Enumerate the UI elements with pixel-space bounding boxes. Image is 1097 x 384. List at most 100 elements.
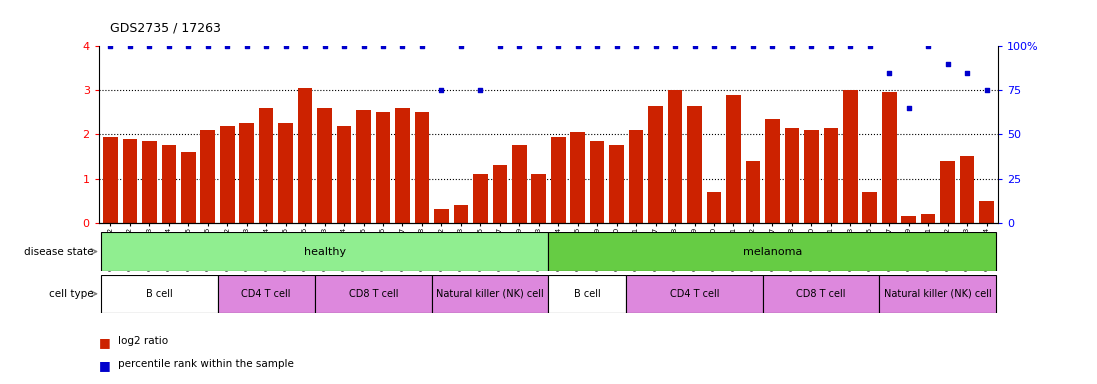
Bar: [842, 90, 858, 223]
Bar: [609, 146, 624, 223]
Point: [783, 43, 801, 49]
Bar: [626, 275, 762, 313]
Point: [627, 43, 645, 49]
Point: [510, 43, 528, 49]
Point: [881, 70, 898, 76]
Point: [491, 43, 509, 49]
Text: ■: ■: [99, 359, 111, 372]
Point: [919, 43, 937, 49]
Bar: [629, 130, 644, 223]
Bar: [142, 141, 157, 223]
Point: [452, 43, 470, 49]
Bar: [512, 146, 527, 223]
Point: [725, 43, 743, 49]
Point: [394, 43, 411, 49]
Point: [102, 43, 120, 49]
Bar: [317, 108, 332, 223]
Bar: [432, 275, 548, 313]
Point: [160, 43, 178, 49]
Point: [354, 43, 372, 49]
Bar: [746, 161, 760, 223]
Point: [296, 43, 314, 49]
Point: [180, 43, 197, 49]
Point: [336, 43, 353, 49]
Point: [276, 43, 294, 49]
Point: [550, 43, 567, 49]
Bar: [531, 174, 546, 223]
Text: Natural killer (NK) cell: Natural killer (NK) cell: [437, 289, 544, 299]
Bar: [784, 128, 800, 223]
Point: [238, 43, 256, 49]
Bar: [123, 139, 137, 223]
Bar: [880, 275, 996, 313]
Bar: [337, 126, 351, 223]
Point: [744, 43, 761, 49]
Bar: [960, 157, 974, 223]
Bar: [980, 200, 994, 223]
Point: [569, 43, 587, 49]
Bar: [453, 205, 468, 223]
Bar: [217, 275, 315, 313]
Point: [432, 87, 450, 93]
Text: percentile rank within the sample: percentile rank within the sample: [118, 359, 294, 369]
Point: [472, 87, 489, 93]
Bar: [375, 112, 391, 223]
Bar: [687, 106, 702, 223]
Bar: [570, 132, 585, 223]
Bar: [882, 93, 896, 223]
Point: [822, 43, 839, 49]
Text: cell type: cell type: [48, 289, 93, 299]
Point: [705, 43, 723, 49]
Point: [647, 43, 665, 49]
Bar: [940, 161, 955, 223]
Bar: [551, 137, 566, 223]
Bar: [357, 110, 371, 223]
Bar: [762, 275, 880, 313]
Point: [608, 43, 625, 49]
Point: [316, 43, 333, 49]
Point: [258, 43, 275, 49]
Point: [374, 43, 392, 49]
Bar: [804, 130, 818, 223]
Point: [121, 43, 138, 49]
Point: [841, 43, 859, 49]
Bar: [824, 128, 838, 223]
Text: CD8 T cell: CD8 T cell: [349, 289, 398, 299]
Point: [666, 43, 683, 49]
Text: Natural killer (NK) cell: Natural killer (NK) cell: [884, 289, 992, 299]
Point: [977, 87, 995, 93]
Bar: [181, 152, 195, 223]
Bar: [101, 275, 217, 313]
Bar: [219, 126, 235, 223]
Point: [764, 43, 781, 49]
Bar: [259, 108, 273, 223]
Bar: [279, 123, 293, 223]
Text: melanoma: melanoma: [743, 247, 802, 257]
Bar: [239, 123, 255, 223]
Bar: [706, 192, 722, 223]
Bar: [415, 112, 429, 223]
Point: [686, 43, 703, 49]
Bar: [434, 210, 449, 223]
Point: [900, 105, 917, 111]
Bar: [862, 192, 878, 223]
Bar: [902, 216, 916, 223]
Text: ■: ■: [99, 336, 111, 349]
Bar: [493, 165, 507, 223]
Bar: [395, 108, 410, 223]
Point: [530, 43, 547, 49]
Text: healthy: healthy: [304, 247, 346, 257]
Text: disease state: disease state: [24, 247, 93, 257]
Bar: [473, 174, 488, 223]
Bar: [101, 232, 548, 271]
Point: [959, 70, 976, 76]
Point: [803, 43, 821, 49]
Point: [939, 61, 957, 67]
Text: CD8 T cell: CD8 T cell: [796, 289, 846, 299]
Bar: [161, 146, 177, 223]
Bar: [548, 232, 996, 271]
Text: CD4 T cell: CD4 T cell: [241, 289, 291, 299]
Bar: [726, 95, 740, 223]
Point: [588, 43, 606, 49]
Bar: [648, 106, 663, 223]
